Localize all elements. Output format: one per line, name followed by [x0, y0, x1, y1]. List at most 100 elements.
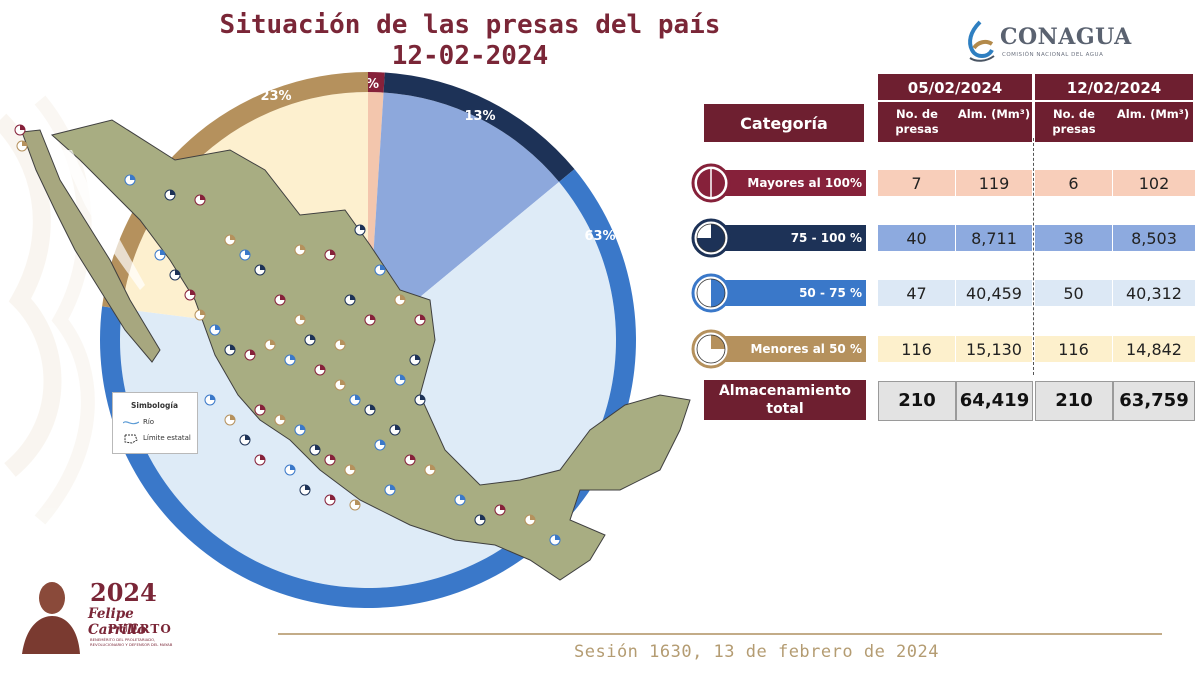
dam-marker-fill	[370, 315, 375, 320]
dam-marker-fill	[340, 380, 345, 385]
pie-slice-fill	[368, 92, 560, 340]
legend-item-state-border: Límite estatal	[143, 434, 191, 442]
dam-marker-fill	[355, 395, 360, 400]
baja-california	[21, 129, 161, 363]
total-alm-2: 63,759	[1113, 381, 1195, 421]
emblem-name-2: PUERTO	[108, 622, 172, 636]
dam-marker-fill	[160, 250, 165, 255]
state-border-icon	[124, 434, 138, 444]
dam-marker-fill	[280, 295, 285, 300]
dam-marker-fill	[320, 365, 325, 370]
dam-marker-fill	[310, 335, 315, 340]
dam-marker-fill	[430, 465, 435, 470]
dam-marker-fill	[22, 141, 27, 146]
dam-marker-fill	[20, 125, 25, 130]
portrait-icon	[22, 582, 80, 654]
dam-marker-fill	[210, 395, 215, 400]
pie-slice-ring	[368, 72, 385, 93]
conagua-emblem-icon	[968, 20, 995, 62]
dam-marker-fill	[350, 295, 355, 300]
col-header-no-2: No. de presas	[1035, 102, 1113, 142]
footer-divider	[278, 633, 1162, 635]
dam-marker-fill	[390, 485, 395, 490]
total-no-2: 210	[1035, 381, 1113, 421]
dam-marker-fill	[395, 425, 400, 430]
dam-marker-fill	[370, 405, 375, 410]
dam-marker-fill	[200, 195, 205, 200]
category-value-cell: 116	[878, 336, 955, 362]
anniversary-emblem: 2024 Felipe Carrillo PUERTO BENEMÉRITO D…	[12, 570, 182, 660]
category-value-cell: 102	[1113, 170, 1195, 196]
dam-marker-fill	[250, 350, 255, 355]
dam-marker-fill	[360, 225, 365, 230]
category-value-cell: 40,312	[1113, 280, 1195, 306]
dam-marker-fill	[315, 445, 320, 450]
col-header-alm-1: Alm. (Mm³)	[956, 102, 1032, 142]
dam-marker-fill	[230, 415, 235, 420]
half-circle-icon	[691, 273, 731, 313]
pie-slice-label: 63%	[584, 229, 615, 244]
pie-slice-ring	[383, 72, 575, 182]
category-value-cell: 38	[1035, 225, 1112, 251]
logo-subtitle: COMISIÓN NACIONAL DEL AGUA	[1002, 52, 1104, 58]
map-legend: Simbología Río Límite estatal	[112, 392, 198, 454]
session-footer: Sesión 1630, 13 de febrero de 2024	[574, 642, 939, 662]
pie-slice-label: 13%	[464, 109, 495, 124]
legend-title: Simbología	[131, 401, 179, 410]
dam-marker-fill	[245, 435, 250, 440]
dam-marker-fill	[175, 270, 180, 275]
category-label: Menores al 50 %	[718, 336, 866, 362]
category-label: 75 - 100 %	[718, 225, 866, 251]
dam-marker-fill	[380, 265, 385, 270]
category-value-cell: 8,503	[1113, 225, 1195, 251]
dam-marker-fill	[530, 515, 535, 520]
river-icon	[123, 421, 139, 425]
mexico-map	[14, 119, 691, 581]
emblem-motto: BENEMÉRITO DEL PROLETARIADO, REVOLUCIONA…	[90, 637, 173, 647]
dam-marker-fill	[500, 505, 505, 510]
dam-marker-fill	[340, 340, 345, 345]
dam-marker-fill	[410, 455, 415, 460]
date-header-1: 05/02/2024	[878, 74, 1032, 100]
pie-slice-label: 23%	[260, 89, 291, 104]
pie-slice-ring	[99, 169, 636, 609]
category-value-cell: 40	[878, 225, 955, 251]
logo-name: CONAGUA	[1000, 24, 1132, 50]
dam-marker-fill	[280, 415, 285, 420]
dam-marker-fill	[420, 315, 425, 320]
category-value-cell: 50	[1035, 280, 1112, 306]
dam-marker-fill	[270, 340, 275, 345]
category-value-cell: 14,842	[1113, 336, 1195, 362]
category-header: Categoría	[704, 104, 864, 142]
column-divider	[1033, 138, 1034, 375]
dam-marker-fill	[290, 355, 295, 360]
category-value-cell: 15,130	[956, 336, 1032, 362]
dam-marker-fill	[330, 495, 335, 500]
category-value-cell: 6	[1035, 170, 1112, 196]
full-circle-icon	[691, 163, 731, 203]
total-label: Almacenamiento total	[704, 380, 866, 420]
emblem-year: 2024	[90, 578, 157, 607]
mexico-mainland	[50, 119, 691, 581]
title-line-2: 12-02-2024	[391, 41, 549, 71]
dam-marker-fill	[400, 375, 405, 380]
page-title: Situación de las presas del país 12-02-2…	[150, 10, 790, 72]
dam-marker-fill	[380, 440, 385, 445]
col-header-no-1: No. de presas	[878, 102, 956, 142]
date-header-2: 12/02/2024	[1035, 74, 1193, 100]
dam-marker-fill	[290, 465, 295, 470]
dam-marker-fill	[260, 265, 265, 270]
total-alm-1: 64,419	[956, 381, 1033, 421]
three-quarter-circle-icon	[691, 218, 731, 258]
dam-marker-fill	[300, 315, 305, 320]
dam-marker-fill	[230, 235, 235, 240]
dam-marker-fill	[260, 455, 265, 460]
category-label: 50 - 75 %	[718, 280, 866, 306]
dam-marker-fill	[130, 175, 135, 180]
dam-marker-fill	[355, 500, 360, 505]
dam-marker-fill	[460, 495, 465, 500]
dam-marker-fill	[170, 190, 175, 195]
dam-marker-fill	[400, 295, 405, 300]
dam-marker-fill	[420, 395, 425, 400]
